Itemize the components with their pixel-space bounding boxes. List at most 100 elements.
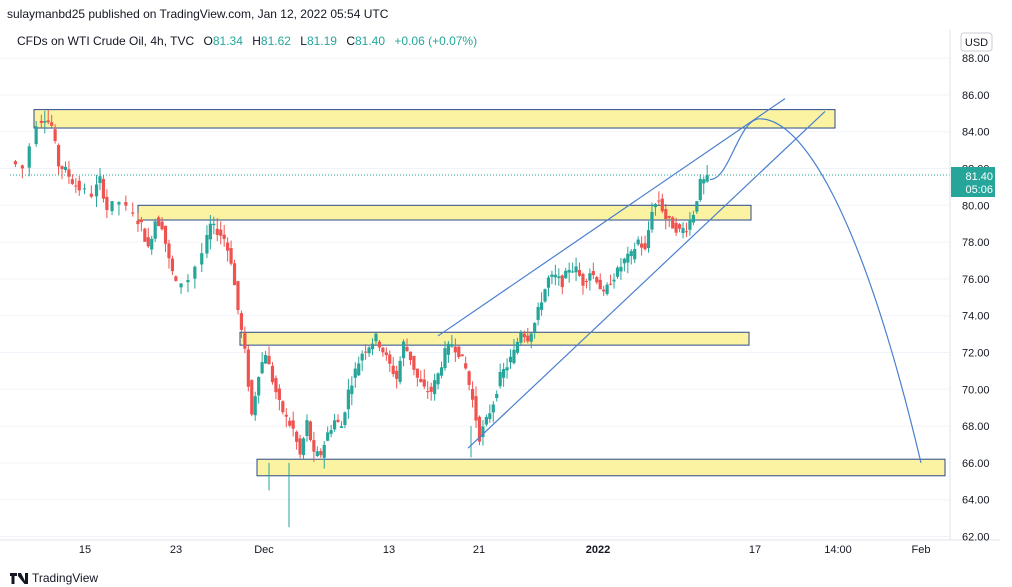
candle-body (229, 247, 233, 264)
candle-body (367, 347, 371, 354)
candle-body (502, 369, 506, 378)
close-value: 81.40 (355, 34, 386, 48)
support-resistance-zones[interactable] (33, 109, 946, 477)
candle-body (515, 342, 520, 353)
channel-upper-line (437, 98, 786, 337)
candle-body (56, 145, 61, 167)
candle-body (193, 266, 197, 279)
candle-body (412, 355, 416, 370)
candle-body (674, 222, 678, 233)
candle-body (250, 380, 254, 415)
time-tick-label: 23 (170, 544, 182, 556)
candle-body (243, 333, 247, 349)
candle-body (560, 275, 564, 288)
candle-body (526, 335, 530, 342)
candle-body (450, 344, 454, 347)
time-tick-label: 21 (473, 544, 485, 556)
low-label: L (300, 34, 307, 48)
candle-body (602, 289, 606, 292)
open-label: O (203, 34, 213, 48)
candle-body (167, 243, 171, 259)
candle-body (677, 224, 682, 229)
candle-body (664, 209, 668, 220)
candle-body (253, 396, 257, 416)
candle-body (391, 365, 395, 375)
tradingview-logo-icon (10, 572, 28, 584)
candle-body (577, 269, 582, 276)
candle-body (626, 253, 630, 263)
candle-body (27, 146, 31, 168)
candle-body (295, 431, 299, 442)
price-tick-label: 80.00 (962, 200, 990, 212)
candle-body (357, 363, 361, 376)
candle-body (157, 217, 161, 227)
close-label: C (346, 34, 355, 48)
candle-body (208, 223, 212, 240)
candle-body (34, 126, 38, 145)
candle-body (60, 166, 64, 169)
candle-body (488, 413, 492, 419)
candle-body (508, 356, 513, 363)
candle-body (557, 276, 561, 279)
currency-button[interactable]: USD (960, 32, 993, 52)
high-label: H (252, 34, 261, 48)
publisher-header: sulaymanbd25 published on TradingView.co… (7, 7, 389, 21)
candle-body (453, 346, 457, 353)
candle-body (636, 239, 640, 245)
projection-curve (709, 118, 922, 464)
price-tick-label: 86.00 (962, 90, 990, 102)
candle-body (408, 351, 413, 361)
candle-body (260, 362, 264, 374)
candle-body (702, 179, 706, 184)
price-tick-label: 66.00 (962, 458, 990, 470)
candle-body (529, 333, 533, 342)
price-tick-label: 84.00 (962, 127, 990, 139)
candle-body (281, 401, 285, 413)
candle-body (315, 451, 319, 457)
candle-body (650, 211, 654, 230)
candle-body (464, 363, 468, 369)
candle-body (215, 228, 219, 235)
candle-body (619, 266, 623, 272)
time-axis[interactable]: 15 23 Dec 13 21 2022 17 14:00 Feb (79, 544, 931, 556)
candle-body (705, 175, 709, 182)
candle-body (67, 169, 71, 177)
candle-body (205, 235, 209, 254)
time-tick-label: Feb (912, 544, 931, 556)
candle-body (179, 283, 183, 288)
candle-body (94, 184, 99, 197)
candle-body (491, 404, 495, 413)
candle-body (53, 129, 57, 142)
candle-body (405, 346, 409, 352)
candle-body (124, 202, 128, 206)
candle-body (160, 221, 164, 230)
candle-body (82, 188, 87, 190)
candle-body (150, 238, 154, 250)
candle-body (13, 161, 18, 165)
candle-body (136, 220, 140, 225)
change-value: +0.06 (+0.07%) (394, 34, 478, 48)
candle-body (588, 273, 592, 281)
candle-body (429, 386, 433, 392)
candle-body (236, 281, 240, 311)
candle-body (301, 438, 306, 456)
tradingview-branding[interactable]: TradingView (10, 571, 98, 585)
candle-body (308, 421, 313, 441)
candle-body (263, 355, 268, 364)
candle-body (332, 420, 337, 430)
candles (13, 109, 709, 528)
candle-body (288, 420, 292, 426)
candle-body (643, 243, 647, 250)
symbol-legend: CFDs on WTI Crude Oil, 4h, TVC O81.34 H8… (17, 34, 477, 48)
channel-lower-line (467, 111, 826, 449)
candle-body (533, 322, 537, 333)
candle-body (274, 377, 278, 393)
symbol-name[interactable]: CFDs on WTI Crude Oil, 4h, TVC (17, 34, 195, 48)
candle-body (377, 341, 382, 348)
trend-drawings[interactable] (437, 98, 922, 464)
candle-body (232, 263, 237, 286)
price-axis[interactable]: 62.00 64.00 66.00 68.00 70.00 72.00 74.00 76.00… (962, 53, 990, 543)
candle-body (20, 165, 24, 169)
candle-body (536, 306, 540, 320)
